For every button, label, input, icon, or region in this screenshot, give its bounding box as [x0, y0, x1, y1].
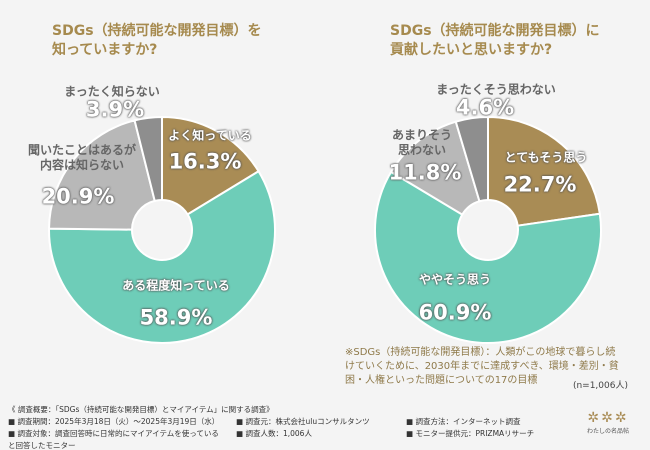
- survey-items: 調査期間：2025年3月18日（火）～2025年3月19日（水） 調査元：株式会社…: [8, 416, 568, 450]
- slice-label: とてもそう思う: [504, 150, 588, 165]
- slice-label: まったくそう思わない: [436, 82, 556, 97]
- title-line: SDGs（持続可能な開発目標）を: [52, 23, 262, 39]
- donut-slice: [48, 169, 276, 344]
- slice-label: 聞いたことはあるが 内容は知らない: [27, 143, 137, 172]
- footnote: ※SDGs（持続可能な開発目標）：人類がこの地球で暮らし続けていくために、203…: [345, 347, 619, 386]
- logo-text: わたしの名品帖: [586, 428, 629, 435]
- value-label: 58.9%: [139, 305, 213, 330]
- value-label: 20.9%: [41, 184, 115, 209]
- title-line: SDGs（持続可能な開発目標）に: [390, 23, 600, 39]
- logo: ✲✲✲ わたしの名品帖: [578, 410, 638, 435]
- value-label: 22.7%: [503, 172, 577, 197]
- donut-slice: [487, 115, 601, 227]
- slice-label: よく知っている: [168, 128, 252, 143]
- title-line: 知っていますか?: [52, 42, 158, 58]
- slice-label: あまりそう 思わない: [391, 128, 453, 157]
- donut-slice: [389, 120, 481, 216]
- value-label: 11.8%: [388, 160, 462, 185]
- donut-slice: [374, 170, 602, 344]
- value-label: 4.6%: [455, 95, 515, 120]
- survey-item: 調査方法：インターネット調査: [406, 416, 536, 428]
- survey-info: 《 調査概要：「SDGs（持続可能な開発目標）とマイアイテム」に関する調査》 調…: [8, 404, 568, 450]
- slice-label: ある程度知っている: [122, 278, 230, 293]
- donut-slice: [161, 115, 260, 216]
- value-label: 16.3%: [168, 149, 242, 174]
- chart-title: SDGs（持続可能な開発目標）を 知っていますか?: [52, 22, 262, 60]
- slice-label: まったく知らない: [64, 84, 160, 99]
- sample-size: (n=1,006人): [572, 381, 628, 391]
- donut-slice: [47, 119, 156, 231]
- survey-item: 調査元：株式会社uluコンサルタンツ: [236, 416, 396, 428]
- logo-mark: ✲✲✲: [587, 410, 629, 426]
- survey-item: 調査人数：1,006人: [236, 428, 396, 450]
- survey-item: 調査対象：調査回答時に日常的にマイアイテムを使っていると回答したモニター: [8, 428, 226, 450]
- title-line: 貢献したいと思いますか?: [390, 42, 553, 58]
- value-label: 60.9%: [418, 300, 492, 325]
- survey-item: 調査期間：2025年3月18日（火）～2025年3月19日（水）: [8, 416, 226, 428]
- donut-slice: [133, 115, 163, 203]
- survey-item: モニター提供元：PRIZMAリサーチ: [406, 428, 536, 450]
- value-label: 3.9%: [85, 97, 145, 122]
- slice-label: ややそう思う: [418, 272, 492, 287]
- survey-title: 《 調査概要：「SDGs（持続可能な開発目標）とマイアイテム」に関する調査》: [8, 405, 274, 414]
- chart-title: SDGs（持続可能な開発目標）に 貢献したいと思いますか?: [390, 22, 600, 60]
- donut-slice: [454, 115, 489, 203]
